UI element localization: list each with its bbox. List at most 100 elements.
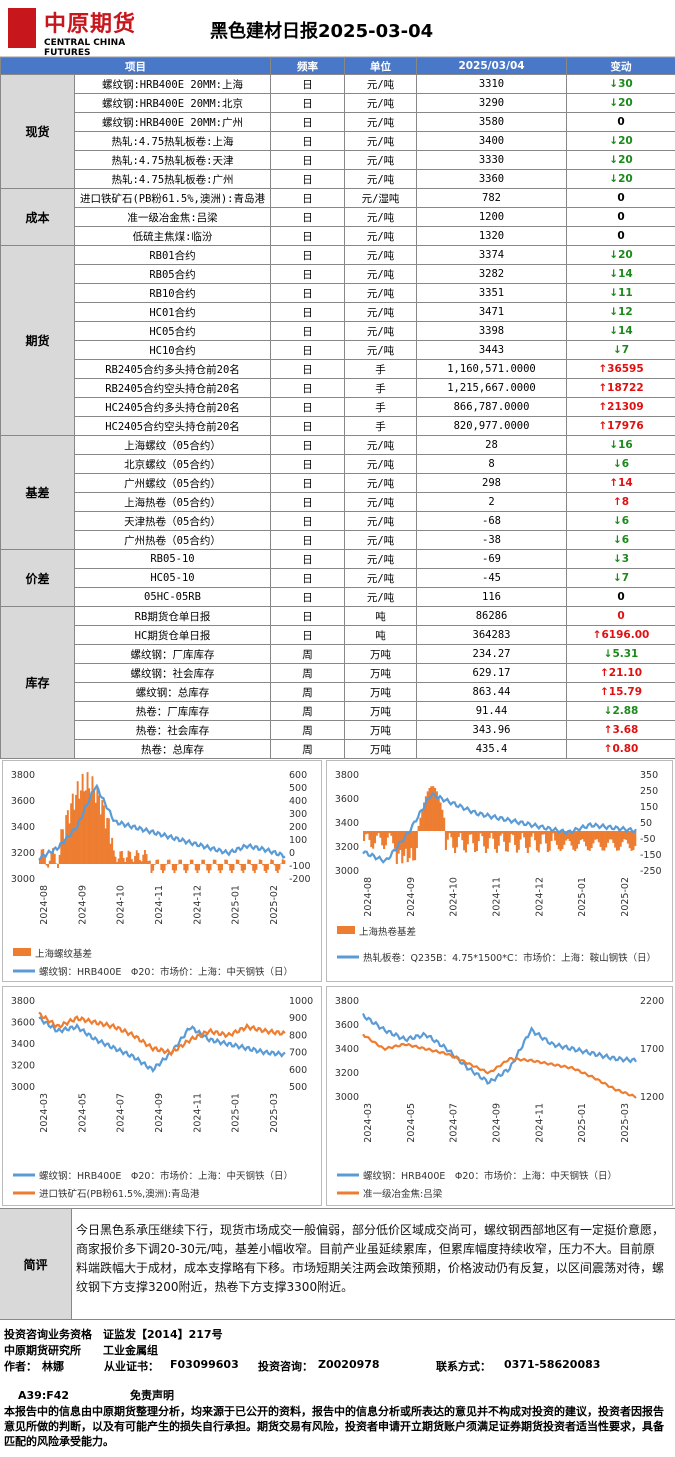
basis-bar	[561, 831, 564, 850]
basis-bar	[546, 831, 549, 853]
basis-bar	[625, 831, 628, 840]
item-cell: HC2405合约多头持仓前20名	[74, 397, 271, 417]
unit-cell: 元/吨	[344, 283, 417, 303]
x-tick: 2025-01	[231, 1093, 242, 1133]
basis-bar	[452, 831, 455, 848]
value-cell: 435.4	[416, 739, 567, 759]
table-row: 螺纹钢：厂库库存周万吨 234.27 ↓5.31	[1, 644, 675, 664]
basis-bar	[614, 831, 617, 848]
y2-tick: 1700	[640, 1044, 664, 1055]
value-cell: 3351	[416, 283, 567, 303]
basis-bar	[630, 831, 633, 851]
change-value: 0	[617, 230, 625, 242]
change-cell: ↑21309	[566, 397, 675, 417]
basis-bar	[244, 864, 246, 870]
unit-cell: 元/吨	[344, 454, 417, 474]
item-cell: 准一级冶金焦:吕梁	[74, 207, 271, 227]
table-row: HC10合约日元/吨 3443 ↓7	[1, 340, 675, 360]
arrow-down-icon: ↓	[609, 268, 619, 280]
basis-bar	[455, 831, 458, 848]
arrow-down-icon: ↓	[612, 458, 622, 470]
change-cell: ↑17976	[566, 416, 675, 436]
basis-bar	[435, 791, 438, 831]
basis-bar	[579, 831, 582, 841]
freq-cell: 日	[270, 549, 345, 569]
item-cell: 低硫主焦煤:临汾	[74, 226, 271, 246]
basis-bar	[428, 787, 431, 831]
basis-bar	[88, 788, 91, 864]
table-row: 成本 进口铁矿石(PB粉61.5%,澳洲):青岛港日元/湿吨 782 0	[0, 188, 675, 246]
basis-bar	[483, 831, 486, 847]
freq-cell: 日	[270, 188, 345, 208]
x-tick: 2024-09	[154, 1093, 165, 1133]
basis-bar	[441, 809, 444, 831]
table-row: 低硫主焦煤:临汾日元/吨 1320 0	[1, 226, 675, 246]
table-row: 价差 RB05-10 日元/吨 -69 ↓3	[0, 549, 675, 607]
basis-bar	[623, 831, 626, 840]
arrow-up-icon: ↑	[592, 629, 602, 641]
unit-cell: 元/吨	[344, 511, 417, 531]
rebar-price-line	[38, 1015, 286, 1074]
change-value: 12	[618, 306, 633, 318]
basis-bar	[99, 814, 102, 864]
item-cell: RB05合约	[74, 264, 271, 284]
basis-bar	[597, 831, 600, 843]
unit-cell: 元/吨	[344, 340, 417, 360]
value-cell: 2	[416, 492, 567, 512]
change-cell: ↓20	[566, 93, 675, 113]
basis-bar	[566, 831, 569, 840]
basis-bar	[275, 864, 278, 871]
change-cell: ↓14	[566, 321, 675, 341]
y-tick: 3200	[11, 848, 35, 859]
change-value: 16	[618, 439, 633, 451]
basis-bar	[194, 864, 197, 871]
basis-bar	[57, 864, 59, 868]
change-value: 0	[617, 591, 625, 603]
basis-bar	[178, 859, 181, 864]
change-cell: 0	[566, 112, 675, 132]
unit-cell: 元/吨	[344, 245, 417, 265]
item-cell: HC01合约	[74, 302, 271, 322]
value-cell: 1,215,667.0000	[416, 378, 567, 398]
col-header-unit: 单位	[344, 57, 417, 75]
basis-bar	[48, 860, 51, 864]
table-row: 热卷：厂库库存周万吨 91.44 ↓2.88	[1, 701, 675, 721]
unit-cell: 手	[344, 378, 417, 398]
basis-bar	[599, 831, 602, 847]
table-row: 热卷：总库存周万吨 435.4 ↑0.80	[1, 739, 675, 759]
basis-bar	[142, 854, 145, 864]
change-value: 3.68	[612, 724, 639, 736]
table-row: 螺纹钢:HRB400E 20MM:北京日元/吨 3290 ↓20	[1, 93, 675, 113]
basis-bar	[557, 831, 560, 850]
basis-bar	[122, 857, 125, 864]
arrow-up-icon: ↑	[612, 496, 622, 508]
change-cell: 0	[566, 207, 675, 227]
freq-cell: 周	[270, 644, 345, 664]
change-value: 2.88	[612, 705, 639, 717]
change-cell: ↓14	[566, 264, 675, 284]
item-cell: 热卷：总库存	[74, 739, 271, 759]
basis-bar	[96, 785, 99, 864]
charts-area: 3800 3600 3400 3200 3000 600 500 400 300 200 100 0-…	[0, 758, 675, 1208]
item-cell: HC10合约	[74, 340, 271, 360]
basis-bar	[73, 809, 76, 864]
y2-tick: -100	[289, 861, 311, 872]
basis-bar	[581, 831, 584, 840]
basis-bar	[463, 831, 466, 851]
change-cell: 0	[566, 226, 675, 246]
basis-bar	[528, 831, 531, 848]
basis-bar	[368, 831, 371, 840]
x-tick: 2024-07	[116, 1093, 127, 1133]
freq-cell: 日	[270, 511, 345, 531]
change-cell: ↑0.80	[566, 739, 675, 759]
arrow-up-icon: ↑	[599, 686, 609, 698]
basis-bar	[470, 831, 473, 835]
item-cell: 天津热卷（05合约）	[74, 511, 271, 531]
change-value: 20	[618, 135, 633, 147]
legend-label: 上海螺纹基差	[35, 948, 92, 960]
basis-bar	[377, 831, 380, 834]
logo-cn: 中原期货	[44, 11, 137, 37]
x-tick: 2025-01	[577, 1103, 588, 1143]
basis-bar	[162, 864, 164, 873]
basis-bar	[216, 864, 219, 865]
